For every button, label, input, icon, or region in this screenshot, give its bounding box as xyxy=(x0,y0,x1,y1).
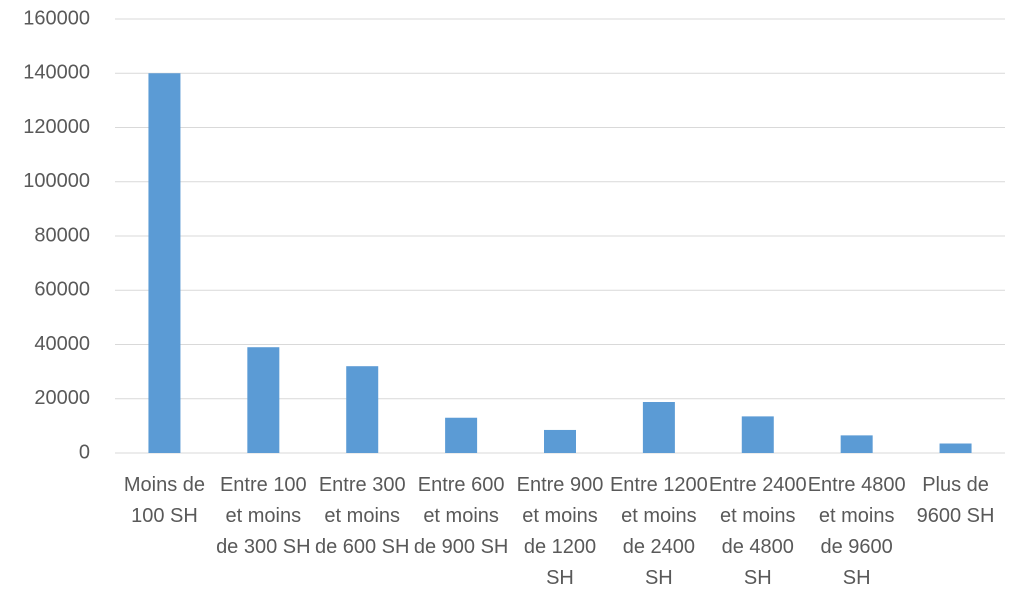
y-tick-label: 100000 xyxy=(23,170,90,192)
bar xyxy=(247,347,280,453)
x-tick-label: Entre 300 et moins de 600 SH xyxy=(314,474,410,558)
x-tick-label: Plus de 9600 SH xyxy=(916,474,995,527)
y-tick-label: 140000 xyxy=(23,62,90,84)
y-tick-label: 120000 xyxy=(23,116,90,138)
x-tick-label: Entre 2400 et moins de 4800 SH xyxy=(708,474,807,589)
y-tick-label: 0 xyxy=(79,441,90,463)
bar xyxy=(840,435,873,453)
x-tick-label: Entre 4800 et moins de 9600 SH xyxy=(807,474,906,589)
bar xyxy=(445,417,478,453)
x-tick-label: Moins de 100 SH xyxy=(123,474,206,527)
y-tick-label: 20000 xyxy=(34,387,90,409)
bar xyxy=(939,443,972,453)
y-tick-label: 60000 xyxy=(34,279,90,301)
x-tick-label: Entre 1200 et moins de 2400 SH xyxy=(609,474,708,589)
x-tick-label: Entre 100 et moins de 300 SH xyxy=(216,474,311,558)
bar xyxy=(544,429,576,453)
y-tick-label: 40000 xyxy=(34,333,90,355)
x-tick-label: Entre 900 et moins de 1200 SH xyxy=(516,474,604,589)
bar xyxy=(642,402,675,453)
y-tick-label: 80000 xyxy=(34,224,90,246)
bar xyxy=(741,416,774,453)
x-tick-label: Entre 600 et moins de 900 SH xyxy=(413,474,509,558)
bar xyxy=(148,73,181,453)
y-tick-label: 160000 xyxy=(23,7,90,29)
bar xyxy=(346,366,379,453)
